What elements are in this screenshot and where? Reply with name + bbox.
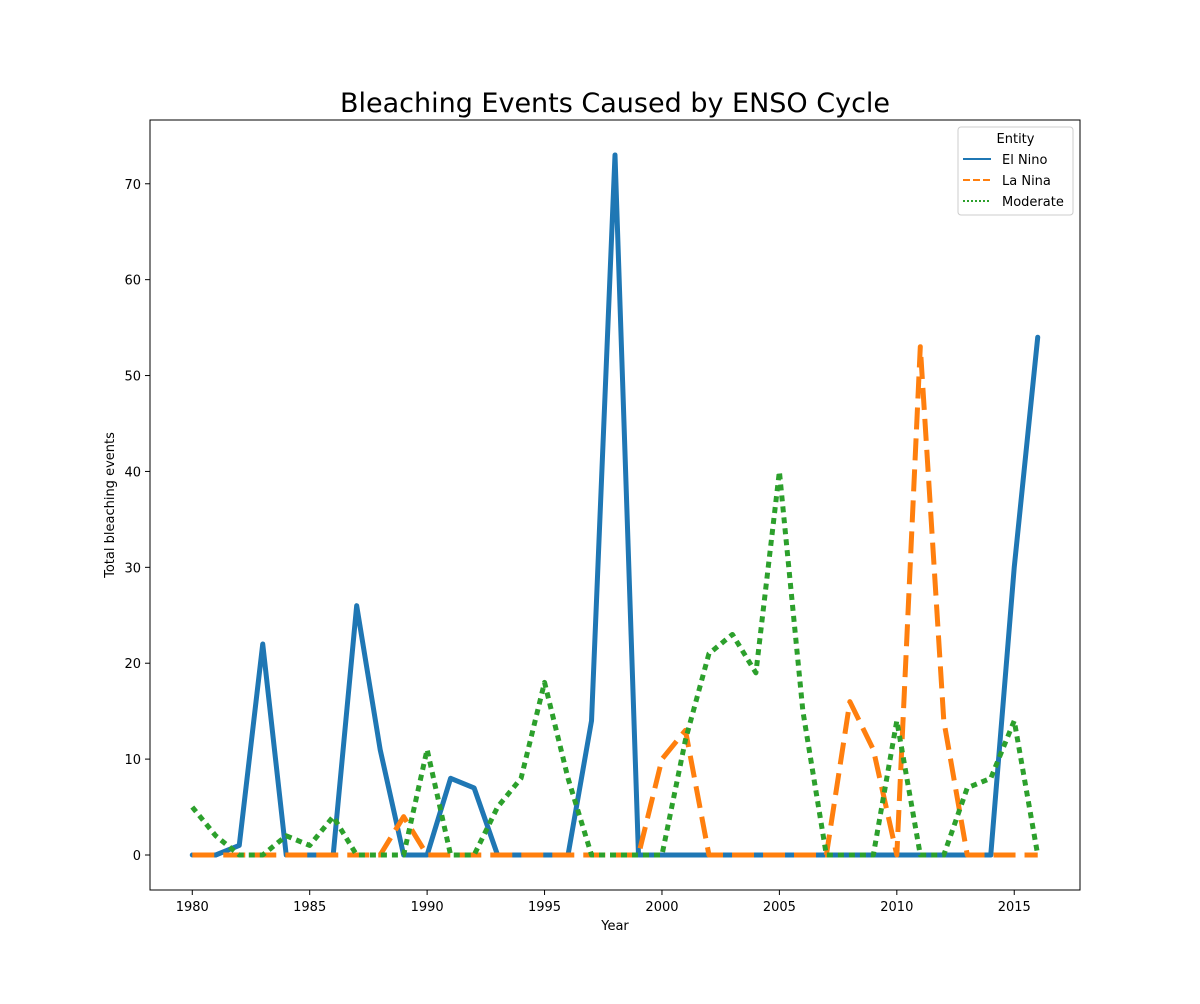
y-tick-label: 60	[124, 274, 141, 289]
x-tick-label: 1980	[176, 900, 209, 915]
legend-label-la-nina: La Nina	[1002, 174, 1051, 189]
x-tick-label: 1985	[293, 900, 326, 915]
x-tick-label: 1995	[528, 900, 561, 915]
y-tick-label: 70	[124, 178, 141, 193]
x-tick-label: 2005	[763, 900, 796, 915]
series-line-moderate	[190, 468, 1041, 858]
legend-box	[957, 126, 1074, 216]
axes-frame	[149, 119, 1081, 891]
x-tick-label: 1990	[411, 900, 444, 915]
plot-area: 1980 1985 1990 1995 2000 2005 2010 2015 0 10 20 30 4…	[124, 119, 1081, 915]
y-axis-label: Total bleaching events	[103, 432, 118, 579]
legend-label-el-nino: El Nino	[1002, 153, 1048, 168]
legend-title: Entity	[997, 132, 1035, 147]
y-tick-label: 30	[124, 561, 141, 576]
x-tick-label: 2010	[880, 900, 913, 915]
y-tick-label: 50	[124, 370, 141, 385]
y-tick-label: 0	[133, 849, 141, 864]
legend-label-moderate: Moderate	[1002, 195, 1064, 210]
chart-title: Bleaching Events Caused by ENSO Cycle	[340, 88, 890, 119]
y-tick-label: 40	[124, 465, 141, 480]
x-tick-label: 2000	[645, 900, 678, 915]
series-line-la-nina	[192, 344, 1038, 858]
y-tick-label: 20	[124, 657, 141, 672]
x-tick-label: 2015	[998, 900, 1031, 915]
legend: Entity El Nino La Nina Moderate	[957, 126, 1074, 216]
x-axis-label: Year	[600, 919, 629, 934]
y-tick-label: 10	[124, 753, 141, 768]
